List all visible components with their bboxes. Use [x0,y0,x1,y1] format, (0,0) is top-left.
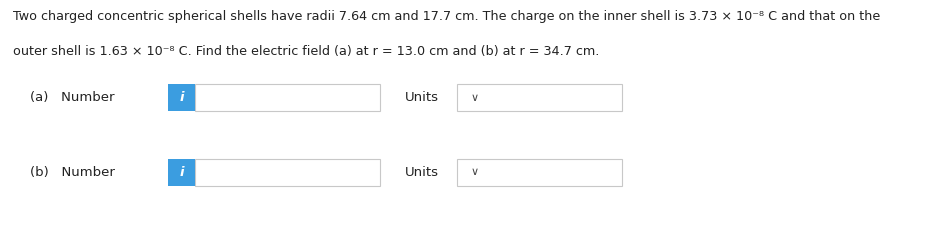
Text: (a)   Number: (a) Number [30,91,115,104]
Text: i: i [180,91,183,104]
Text: outer shell is 1.63 × 10⁻⁸ C. Find the electric field (a) at r = 13.0 cm and (b): outer shell is 1.63 × 10⁻⁸ C. Find the e… [13,45,600,58]
Text: i: i [180,166,183,179]
FancyBboxPatch shape [168,159,195,186]
Text: ∨: ∨ [471,167,479,177]
Text: Units: Units [405,166,439,179]
Text: Two charged concentric spherical shells have radii 7.64 cm and 17.7 cm. The char: Two charged concentric spherical shells … [13,10,880,23]
Text: ∨: ∨ [471,93,479,103]
FancyBboxPatch shape [195,159,380,186]
FancyBboxPatch shape [457,159,622,186]
FancyBboxPatch shape [168,84,195,111]
FancyBboxPatch shape [457,84,622,111]
Text: (b)   Number: (b) Number [30,166,115,179]
FancyBboxPatch shape [195,84,380,111]
Text: Units: Units [405,91,439,104]
